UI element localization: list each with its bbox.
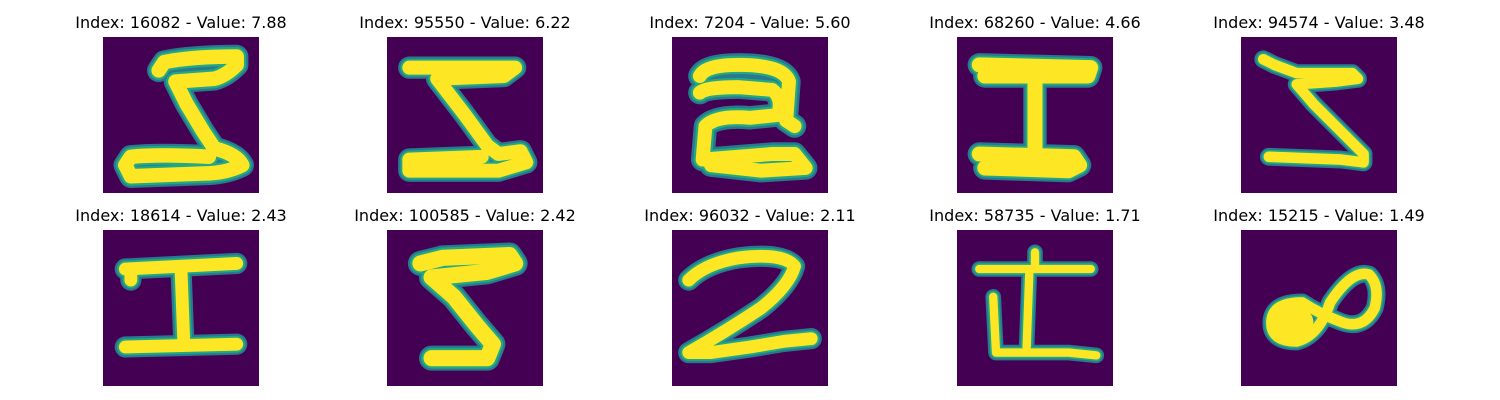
digit-image [957,230,1113,386]
panel-title: Index: 16082 - Value: 7.88 [75,13,287,32]
stroke-shape [688,53,818,183]
panel-title: Index: 94574 - Value: 3.48 [1213,13,1425,32]
stroke-shape [1254,50,1373,172]
stroke-shape [113,44,254,188]
stroke-shape [407,242,528,371]
panel-title: Index: 7204 - Value: 5.60 [649,13,851,32]
digit-image [672,37,828,193]
stroke-shape [398,56,538,182]
digit-image [387,230,543,386]
digit-image [1241,230,1397,386]
digit-image [672,230,828,386]
panel-title: Index: 18614 - Value: 2.43 [75,206,287,225]
panel-title: Index: 96032 - Value: 2.11 [644,206,856,225]
digit-image [103,37,259,193]
stroke-shape [967,53,1103,183]
panel-title: Index: 100585 - Value: 2.42 [354,206,576,225]
digit-image [387,37,543,193]
digit-image [103,230,259,386]
panel-title: Index: 68260 - Value: 4.66 [929,13,1141,32]
digit-image [957,37,1113,193]
panel-title: Index: 58735 - Value: 1.71 [929,206,1141,225]
digit-image [1241,37,1397,193]
stroke-shape [1262,264,1386,351]
panel-title: Index: 95550 - Value: 6.22 [359,13,571,32]
stroke-shape [114,252,248,358]
panel-title: Index: 15215 - Value: 1.49 [1213,206,1425,225]
stroke-shape [678,245,822,364]
stroke-shape [971,244,1105,364]
